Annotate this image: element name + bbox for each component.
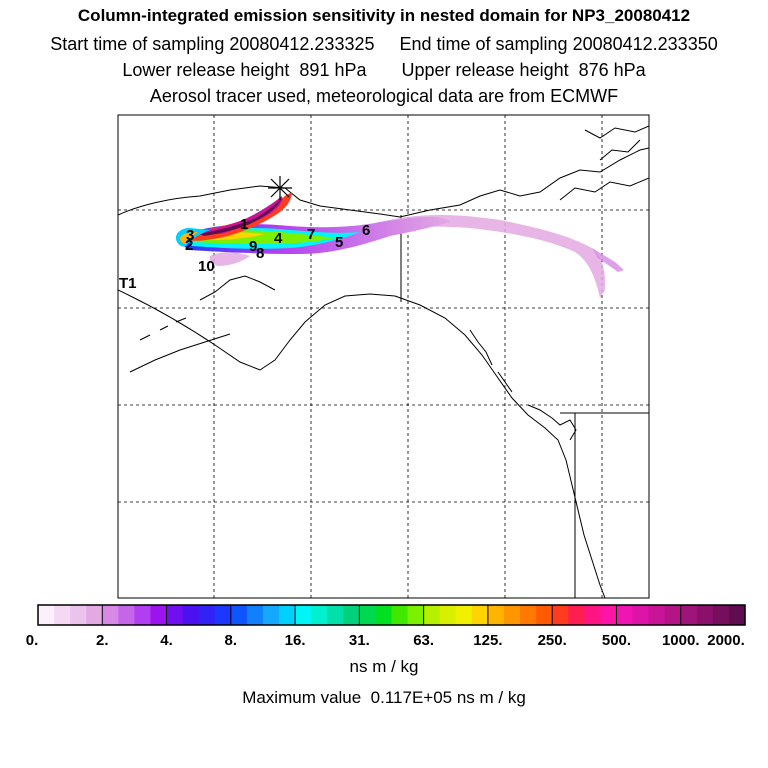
release-height-line: Lower release height 891 hPa Upper relea… (122, 60, 646, 80)
colorbar-tick-label: 125. (473, 632, 503, 649)
colorbar-frame (37, 604, 746, 626)
colorbar-swatch (54, 605, 71, 625)
station-label: T1 (119, 275, 137, 292)
colorbar-swatch (262, 605, 280, 625)
colorbar-swatch (600, 605, 618, 625)
maximum-value-label: Maximum value 0.117E+05 ns m / kg (242, 688, 526, 707)
colorbar-swatch (680, 605, 698, 625)
colorbar-tick-label: 2. (96, 632, 109, 649)
colorbar-swatch (407, 605, 425, 625)
colorbar-tick-label: 250. (537, 632, 567, 649)
trajectory-label-5: 5 (335, 234, 343, 251)
tracer-info-line: Aerosol tracer used, meteorological data… (149, 86, 619, 106)
colorbar-swatch (230, 605, 248, 625)
colorbar-swatch (552, 605, 569, 625)
colorbar-swatch (279, 605, 296, 625)
colorbar-swatch (391, 605, 409, 625)
colorbar-swatch (311, 605, 328, 625)
colorbar-swatch (134, 605, 152, 625)
trajectory-label-6: 6 (362, 222, 370, 239)
colorbar-tick-label: 31. (348, 632, 370, 649)
colorbar-swatch (343, 605, 360, 625)
colorbar-swatch (648, 605, 666, 625)
colorbar-swatch (118, 605, 136, 625)
colorbar-swatch (38, 605, 55, 625)
colorbar-swatch (166, 605, 184, 625)
trajectory-label-3: 3 (186, 227, 194, 244)
colorbar-swatch (295, 605, 312, 625)
chart-title: Column-integrated emission sensitivity i… (77, 6, 691, 25)
colorbar-swatch (214, 605, 232, 625)
colorbar-swatch (423, 605, 441, 625)
trajectory-label-1: 1 (240, 216, 248, 233)
trajectory-label-8: 8 (256, 245, 264, 262)
colorbar-swatch (70, 605, 87, 625)
colorbar-tick-label: 8. (224, 632, 238, 649)
colorbar-swatch (471, 605, 489, 625)
colorbar-swatch (520, 605, 537, 625)
map-frame (117, 114, 650, 599)
trajectory-label-7: 7 (307, 226, 315, 243)
colorbar-swatch (150, 605, 168, 625)
coastlines (118, 125, 649, 598)
colorbar-swatch (632, 605, 650, 625)
colorbar-tick-label: 63. (413, 632, 435, 649)
colorbar-tick-label: 2000. (707, 632, 745, 649)
release-star-marker (268, 176, 292, 200)
colorbar-swatch (102, 605, 119, 625)
colorbar-swatch (584, 605, 601, 625)
colorbar-tick-label: 500. (601, 632, 632, 649)
colorbar-tick-label: 4. (160, 632, 173, 649)
colorbar-swatch (568, 605, 585, 625)
colorbar-swatch (728, 605, 746, 625)
colorbar-swatch (439, 605, 457, 625)
colorbar-swatch (246, 605, 264, 625)
colorbar-swatch (86, 605, 103, 625)
sampling-time-line: Start time of sampling 20080412.233325 E… (50, 34, 718, 54)
colorbar-swatch (664, 605, 682, 625)
graticule (118, 115, 649, 598)
colorbar-unit: ns m / kg (349, 657, 419, 676)
trajectory-label-10: 10 (198, 258, 215, 275)
colorbar-swatch (455, 605, 473, 625)
trajectory-labels: 1 2 3 4 5 6 7 8 9 10 (185, 216, 370, 275)
trajectory-label-9: 9 (249, 238, 257, 255)
colorbar-swatch (198, 605, 216, 625)
colorbar-swatch (359, 605, 377, 625)
colorbar-swatch (696, 605, 714, 625)
colorbar-swatch (503, 605, 521, 625)
map-panel: 1 2 3 4 5 6 7 8 9 10 T1 (117, 114, 650, 599)
trajectory-label-4: 4 (274, 230, 283, 247)
colorbar-swatch (375, 605, 393, 625)
colorbar (37, 604, 746, 626)
colorbar-swatch (536, 605, 553, 625)
colorbar-swatch (327, 605, 344, 625)
colorbar-swatch (712, 605, 730, 625)
colorbar-tick-label: 1000. (661, 632, 700, 649)
plume-field (176, 192, 624, 298)
colorbar-swatch (182, 605, 200, 625)
colorbar-swatch (616, 605, 634, 625)
colorbar-swatch (487, 605, 505, 625)
trajectory-label-2: 2 (185, 237, 193, 254)
colorbar-tick-label: 0. (25, 632, 39, 649)
colorbar-tick-label: 16. (284, 632, 306, 649)
